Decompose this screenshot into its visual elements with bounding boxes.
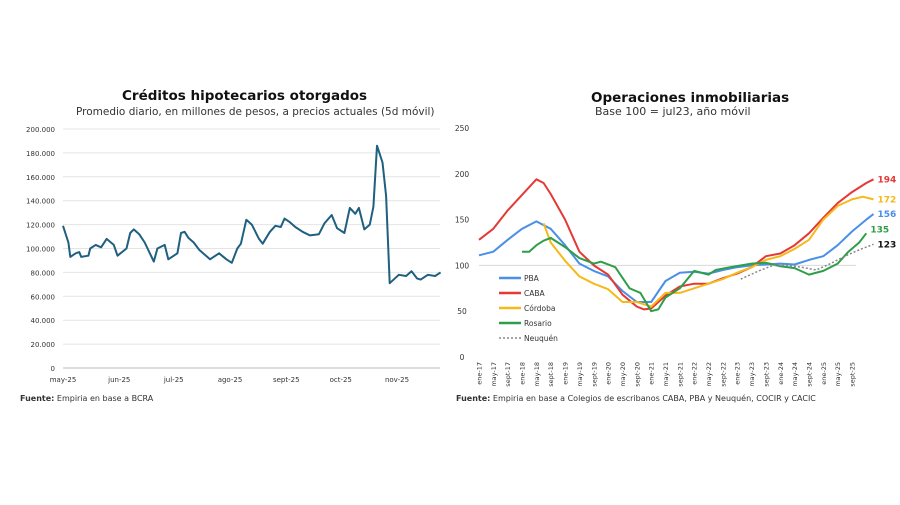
x-tick-label: jun-25: [107, 376, 130, 384]
x-tick-label: sept-25: [849, 362, 857, 387]
x-tick-label: sept-24: [805, 362, 813, 387]
legend-label: Córdoba: [524, 304, 555, 313]
series-line-caba: [478, 178, 874, 311]
x-tick-label: sept-20: [633, 362, 641, 387]
y-tick-label: 150: [455, 216, 470, 225]
x-tick-label: may-23: [748, 362, 756, 387]
y-tick-label: 100.000: [26, 246, 55, 254]
end-label-rosario: 135: [870, 225, 889, 235]
x-tick-label: sept-17: [504, 362, 512, 387]
x-tick-label: ene-19: [562, 362, 570, 385]
y-tick-label: 120.000: [26, 222, 55, 230]
end-label-córdoba: 172: [878, 195, 897, 205]
x-tick-label: sept-18: [547, 362, 555, 387]
y-tick-label: 0: [460, 353, 465, 362]
x-tick-label: may-24: [791, 362, 799, 387]
right-chart-subtitle: Base 100 = jul23, año móvil: [595, 105, 751, 118]
x-tick-label: may-25: [834, 362, 842, 387]
x-tick-label: ene-24: [777, 362, 785, 385]
y-tick-label: 0: [51, 365, 55, 373]
x-tick-label: nov-25: [385, 376, 409, 384]
x-tick-label: sept-25: [273, 376, 300, 384]
y-tick-label: 160.000: [26, 174, 55, 182]
legend-label: Neuquén: [524, 334, 558, 343]
x-tick-label: ago-25: [218, 376, 243, 384]
left-chart-source: Fuente: Empiria en base a BCRA: [20, 394, 153, 403]
series-line-creditos: [62, 144, 442, 285]
left-chart-title: Créditos hipotecarios otorgados: [122, 88, 368, 104]
legend-label: CABA: [524, 289, 546, 298]
series-line-pba: [478, 213, 875, 303]
x-tick-label: sept-23: [762, 362, 770, 387]
x-tick-label: may-22: [705, 362, 713, 387]
x-tick-label: may-18: [533, 362, 541, 387]
x-tick-label: jul-25: [163, 376, 184, 384]
end-label-pba: 156: [878, 210, 897, 220]
x-tick-label: ene-23: [734, 362, 742, 385]
x-tick-label: ene-21: [648, 362, 656, 385]
y-tick-label: 60.000: [31, 293, 56, 301]
x-tick-label: ene-22: [691, 362, 699, 385]
end-label-caba: 194: [878, 175, 897, 185]
source-text: Empiria en base a Colegios de escribanos…: [492, 394, 816, 403]
x-tick-label: may-17: [490, 362, 498, 387]
legend-label: PBA: [524, 274, 540, 283]
x-tick-label: oct-25: [330, 376, 352, 384]
x-tick-label: may-19: [576, 362, 584, 387]
series-line-rosario: [522, 232, 868, 313]
y-tick-label: 180.000: [26, 150, 55, 158]
y-tick-label: 20.000: [31, 341, 56, 349]
y-tick-label: 200.000: [26, 126, 55, 134]
y-tick-label: 40.000: [31, 317, 56, 325]
x-tick-label: ene-18: [519, 362, 527, 385]
source-label: Fuente:: [20, 394, 55, 403]
right-chart-title: Operaciones inmobiliarias: [591, 90, 790, 106]
y-tick-label: 140.000: [26, 198, 55, 206]
right-chart-source: Fuente: Empiria en base a Colegios de es…: [456, 394, 816, 403]
y-tick-label: 250: [455, 124, 470, 133]
source-label: Fuente:: [456, 394, 491, 403]
x-tick-label: sept-19: [590, 362, 598, 387]
x-tick-label: ene-25: [820, 362, 828, 385]
x-tick-label: ene-17: [476, 362, 484, 385]
y-tick-label: 50: [457, 307, 467, 316]
x-tick-label: sept-22: [719, 362, 727, 387]
x-tick-label: may-21: [662, 362, 670, 387]
source-text: Empiria en base a BCRA: [56, 394, 154, 403]
end-label-neuquén: 123: [878, 240, 897, 250]
legend-label: Rosario: [524, 319, 552, 328]
left-chart-subtitle: Promedio diario, en millones de pesos, a…: [76, 106, 435, 118]
series-line-córdoba: [542, 195, 874, 308]
x-tick-label: may-25: [50, 376, 77, 384]
y-tick-label: 80.000: [31, 269, 56, 277]
y-tick-label: 100: [455, 261, 470, 270]
x-tick-label: ene-20: [605, 362, 613, 385]
x-tick-label: sept-21: [676, 362, 684, 387]
x-tick-label: may-20: [619, 362, 627, 387]
y-tick-label: 200: [455, 170, 470, 179]
